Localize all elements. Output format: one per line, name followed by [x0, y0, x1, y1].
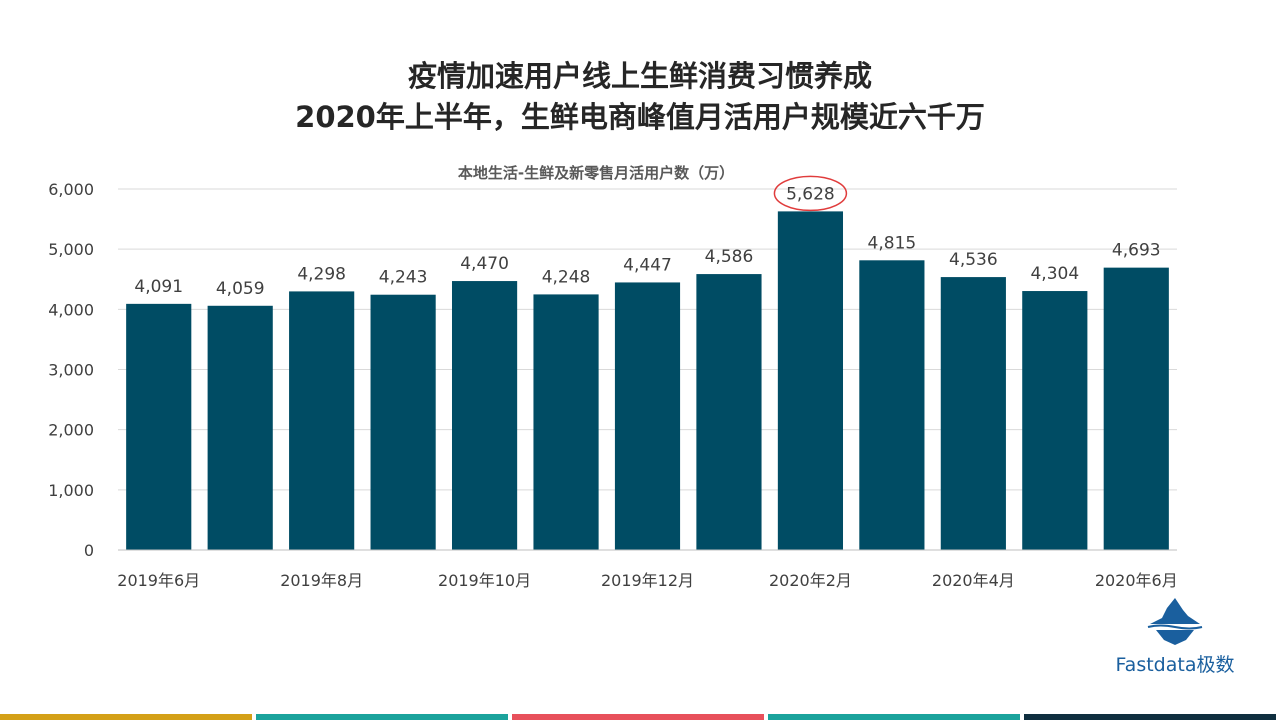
iceberg-icon — [1147, 598, 1203, 645]
x-tick-label: 2020年4月 — [932, 571, 1015, 590]
x-tick-label: 2019年8月 — [280, 571, 363, 590]
data-label: 4,248 — [542, 267, 591, 287]
bar — [777, 211, 844, 550]
chart-title: 本地生活-生鲜及新零售月活用户数（万） — [458, 164, 734, 182]
x-tick-label: 2019年10月 — [438, 571, 531, 590]
x-tick-label: 2019年12月 — [601, 571, 694, 590]
y-tick-label: 1,000 — [48, 481, 94, 500]
footer-bar-segment — [768, 714, 1020, 720]
bar — [940, 277, 1006, 550]
data-label: 4,586 — [705, 247, 754, 267]
bar — [859, 260, 925, 550]
data-label: 4,536 — [949, 250, 998, 270]
highlight-circle — [773, 175, 848, 212]
y-tick-label: 2,000 — [48, 421, 94, 440]
bar — [1103, 267, 1169, 550]
x-tick-label: 2020年2月 — [769, 571, 852, 590]
data-label: 4,059 — [216, 279, 265, 299]
y-tick-label: 0 — [84, 541, 94, 560]
logo-text: Fastdata极数 — [1115, 654, 1235, 676]
bar — [1022, 291, 1088, 550]
data-label: 4,470 — [460, 254, 509, 274]
bar — [696, 274, 762, 550]
bar — [614, 282, 681, 550]
data-label: 4,298 — [297, 264, 346, 284]
x-tick-label: 2020年6月 — [1095, 571, 1178, 590]
bar — [370, 294, 436, 550]
data-label: 5,628 — [786, 184, 835, 204]
bar — [207, 305, 273, 550]
data-label: 4,447 — [623, 255, 672, 275]
bar — [289, 291, 355, 550]
slide-title-line1: 疫情加速用户线上生鲜消费习惯养成 — [407, 59, 872, 93]
data-label: 4,693 — [1112, 241, 1161, 261]
y-tick-label: 4,000 — [48, 300, 94, 319]
y-tick-label: 3,000 — [48, 361, 94, 380]
y-tick-label: 6,000 — [48, 180, 94, 199]
y-tick-label: 5,000 — [48, 240, 94, 259]
data-label: 4,815 — [868, 233, 917, 253]
footer-bar-segment — [512, 714, 764, 720]
slide-title-line2: 2020年上半年，生鲜电商峰值月活用户规模近六千万 — [295, 100, 985, 134]
data-label: 4,304 — [1030, 264, 1079, 284]
data-label: 4,091 — [134, 277, 183, 297]
bar — [451, 281, 518, 550]
data-label: 4,243 — [379, 268, 428, 288]
x-tick-label: 2019年6月 — [117, 571, 200, 590]
footer-bar-segment — [256, 714, 508, 720]
footer-bar-segment — [1024, 714, 1276, 720]
fastdata-logo: Fastdata极数 — [1100, 596, 1250, 680]
footer-bar-segment — [0, 714, 252, 720]
bar — [126, 303, 192, 550]
bar — [533, 294, 599, 550]
